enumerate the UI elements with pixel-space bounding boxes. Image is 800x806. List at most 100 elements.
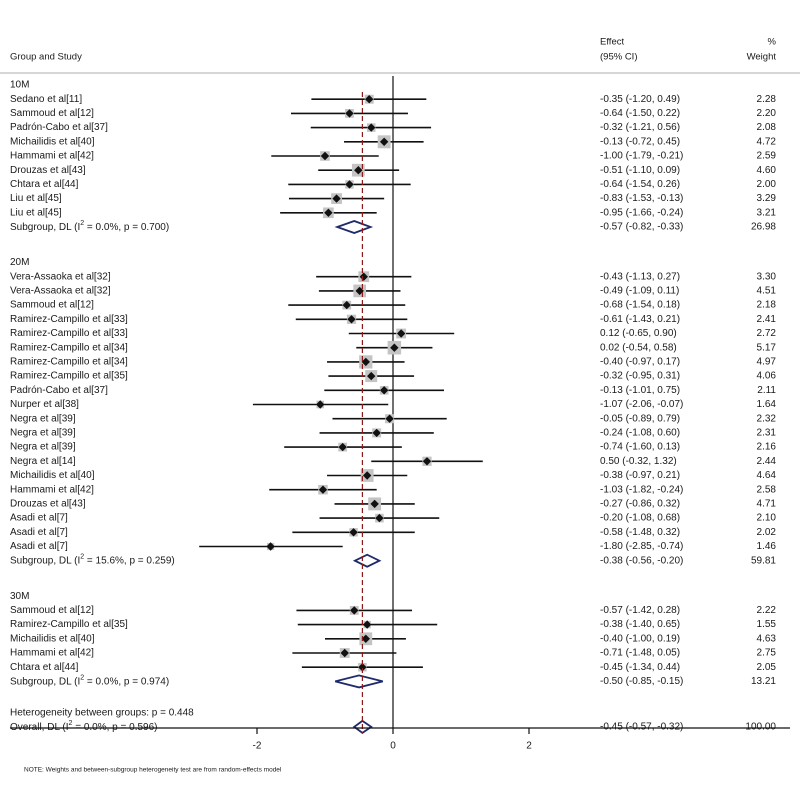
effect-ci: -0.95 (-1.66, -0.24) <box>600 207 683 218</box>
x-axis-tick-label: 0 <box>390 741 396 752</box>
subgroup-heading: 20M <box>10 257 29 268</box>
point-estimate <box>385 414 394 423</box>
point-estimate <box>379 137 389 146</box>
effect-ci: -0.74 (-1.60, 0.13) <box>600 442 680 453</box>
footnote: NOTE: Weights and between-subgroup heter… <box>24 767 282 774</box>
subgroup-summary-label: Subgroup, DL (I2 = 15.6%, p = 0.259) <box>10 554 175 567</box>
subgroup-diamond <box>334 220 374 234</box>
point-estimate <box>345 109 354 118</box>
effect-ci: -0.32 (-1.21, 0.56) <box>600 122 680 133</box>
x-axis-tick-label: 2 <box>526 741 532 752</box>
effect-ci: -0.40 (-0.97, 0.17) <box>600 357 680 368</box>
study-label: Liu et al[45] <box>10 193 62 204</box>
weight-value: 4.64 <box>757 470 777 481</box>
weight-value: 2.18 <box>757 300 777 311</box>
weight-value: 3.30 <box>757 271 777 282</box>
subgroup-summary-label-suffix: = 0.0%, p = 0.700) <box>84 222 169 233</box>
subgroup-weight: 59.81 <box>751 555 776 566</box>
study-label: Michailidis et al[40] <box>10 136 95 147</box>
weight-value: 2.10 <box>757 513 777 524</box>
study-label: Negra et al[39] <box>10 413 76 424</box>
header-weight-percent: % <box>768 37 777 48</box>
subgroup-summary-label-prefix: Subgroup, DL (I <box>10 676 80 687</box>
subgroup-heading: 10M <box>10 80 29 91</box>
subgroup-summary-label-prefix: Subgroup, DL (I <box>10 555 80 566</box>
study-label: Sammoud et al[12] <box>10 605 94 616</box>
study-label: Drouzas et al[43] <box>10 165 86 176</box>
point-estimate <box>266 542 275 551</box>
effect-ci: -1.80 (-2.85, -0.74) <box>600 541 683 552</box>
effect-ci: -0.20 (-1.08, 0.68) <box>600 513 680 524</box>
point-estimate <box>370 499 379 509</box>
point-estimate <box>390 343 399 352</box>
subgroup-summary-label-prefix: Subgroup, DL (I <box>10 222 80 233</box>
study-label: Chtara et al[44] <box>10 662 79 673</box>
weight-value: 2.20 <box>757 108 777 119</box>
effect-ci: -0.35 (-1.20, 0.49) <box>600 94 680 105</box>
study-label: Michailidis et al[40] <box>10 633 95 644</box>
point-estimate <box>358 663 367 672</box>
point-estimate <box>350 606 359 615</box>
overall-effect-ci: -0.45 (-0.57, -0.32) <box>600 721 683 732</box>
point-estimate <box>347 315 356 324</box>
overall-summary-label-superscript: 2 <box>69 720 73 727</box>
effect-ci: -1.07 (-2.06, -0.07) <box>600 399 683 410</box>
point-estimate <box>332 194 341 203</box>
effect-ci: -0.32 (-0.95, 0.31) <box>600 371 680 382</box>
overall-weight: 100.00 <box>745 721 776 732</box>
subgroup-summary-label: Subgroup, DL (I2 = 0.0%, p = 0.974) <box>10 674 169 687</box>
study-label: Ramirez-Campillo et al[33] <box>10 328 128 339</box>
effect-ci: -0.64 (-1.50, 0.22) <box>600 108 680 119</box>
weight-value: 2.72 <box>757 328 777 339</box>
weight-value: 2.32 <box>757 413 777 424</box>
x-axis-tick-label: -2 <box>253 741 262 752</box>
effect-ci: -1.03 (-1.82, -0.24) <box>600 484 683 495</box>
point-estimate <box>375 513 384 523</box>
effect-ci: -0.38 (-0.97, 0.21) <box>600 470 680 481</box>
header-effect: Effect <box>600 37 624 48</box>
weight-value: 2.75 <box>757 648 777 659</box>
weight-value: 2.00 <box>757 179 777 190</box>
effect-ci: -0.58 (-1.48, 0.32) <box>600 527 680 538</box>
point-estimate <box>367 123 376 132</box>
study-label: Ramirez-Campillo et al[35] <box>10 619 128 630</box>
study-label: Padrón-Cabo et al[37] <box>10 122 108 133</box>
study-label: Hammami et al[42] <box>10 484 94 495</box>
weight-value: 2.05 <box>757 662 777 673</box>
study-label: Vera-Assaoka et al[32] <box>10 271 111 282</box>
effect-ci: -1.00 (-1.79, -0.21) <box>600 151 683 162</box>
subgroup-effect-ci: -0.50 (-0.85, -0.15) <box>600 676 683 687</box>
point-estimate <box>367 371 376 381</box>
effect-ci: -0.13 (-1.01, 0.75) <box>600 385 680 396</box>
point-estimate <box>320 151 330 161</box>
effect-ci: -0.61 (-1.43, 0.21) <box>600 314 680 325</box>
effect-ci: -0.49 (-1.09, 0.11) <box>600 286 679 297</box>
point-estimate <box>361 634 370 643</box>
subgroup-summary-label-superscript: 2 <box>80 674 84 681</box>
study-label: Ramirez-Campillo et al[33] <box>10 314 128 325</box>
study-label: Negra et al[39] <box>10 442 76 453</box>
study-label: Sammoud et al[12] <box>10 108 94 119</box>
weight-value: 2.28 <box>757 94 777 105</box>
subgroup-summary-label: Subgroup, DL (I2 = 0.0%, p = 0.700) <box>10 220 169 233</box>
study-label: Hammami et al[42] <box>10 151 94 162</box>
weight-value: 2.11 <box>757 385 776 396</box>
subgroup-diamond <box>334 674 384 689</box>
effect-ci: -0.27 (-0.86, 0.32) <box>600 499 680 510</box>
weight-value: 1.55 <box>757 619 777 630</box>
study-label: Ramirez-Campillo et al[34] <box>10 357 128 368</box>
subgroup-heading: 30M <box>10 591 29 602</box>
study-label: Chtara et al[44] <box>10 179 79 190</box>
weight-value: 4.97 <box>757 357 777 368</box>
study-label: Liu et al[45] <box>10 207 62 218</box>
effect-ci: -0.64 (-1.54, 0.26) <box>600 179 680 190</box>
effect-ci: -0.38 (-1.40, 0.65) <box>600 619 680 630</box>
study-label: Asadi et al[7] <box>10 513 68 524</box>
weight-value: 1.64 <box>757 399 777 410</box>
subgroup-summary-label-suffix: = 0.0%, p = 0.974) <box>84 676 169 687</box>
effect-ci: -0.40 (-1.00, 0.19) <box>600 633 680 644</box>
weight-value: 3.29 <box>757 193 777 204</box>
weight-value: 2.31 <box>757 428 777 439</box>
effect-ci: 0.12 (-0.65, 0.90) <box>600 328 677 339</box>
effect-ci: -0.43 (-1.13, 0.27) <box>600 271 680 282</box>
